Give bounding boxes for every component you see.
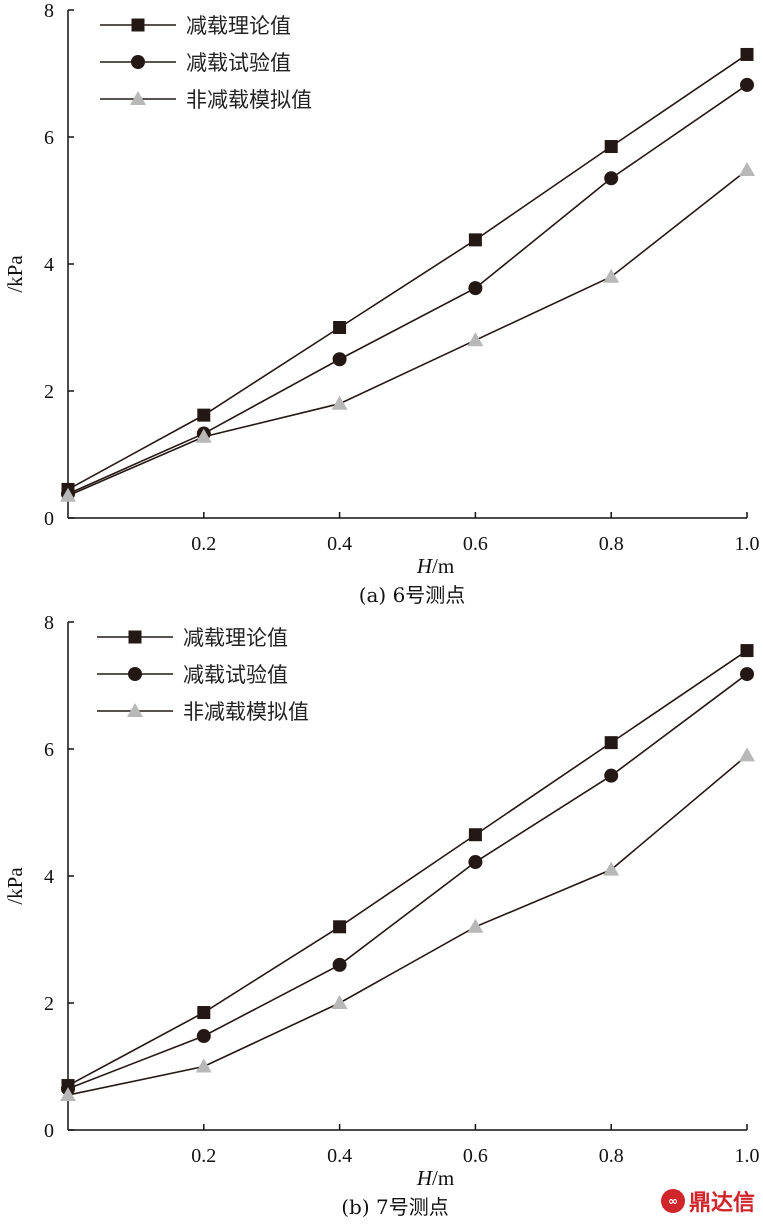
chart-b-legend-label-1: 减载试验值 — [183, 663, 288, 687]
chart-a-series-0-point — [604, 140, 618, 154]
chart-b-series-2-line — [67, 754, 748, 1096]
chart-a-series-0-line — [67, 53, 748, 491]
chart-b-series-2-point — [603, 861, 620, 876]
chart-a-y-tick-label: 6 — [44, 127, 54, 149]
chart-a-series-1-point — [604, 171, 619, 186]
chart-a-series-2-point — [739, 162, 755, 177]
chart-b-series-0-line — [67, 649, 748, 1087]
chart-b-series-1-line — [67, 673, 748, 1090]
watermark-text: 鼎达信 — [688, 1191, 755, 1216]
chart-b-caption: (b) 7号测点 — [341, 1195, 449, 1219]
chart-a-x-axis-label-var: H — [416, 554, 434, 578]
chart-b-series-1-point — [196, 1029, 211, 1044]
chart-a-series-2-point — [603, 268, 620, 283]
chart-b-y-tick-label: 4 — [44, 866, 54, 888]
chart-a-legend-label-1: 减载试验值 — [186, 51, 291, 75]
chart-a-y-tick-label: 4 — [44, 254, 54, 276]
chart-b-y-tick-label: 8 — [44, 612, 54, 634]
chart-a-series-0-point — [468, 233, 482, 247]
watermark-logo-icon: ∞ — [660, 1189, 685, 1213]
chart-a-x-tick-label: 0.6 — [463, 533, 488, 555]
chart-b: (b) 7号测点 0 2 4 6 8 0.2 0.4 0.6 0.8 1.0 H/m/kPa 减载理论… — [3, 612, 760, 1219]
chart-b-x-tick-label: 0.2 — [191, 1145, 216, 1167]
chart-b-y-tick-label: 2 — [44, 993, 54, 1015]
chart-a-series-1-point — [468, 281, 483, 296]
chart-b-series-0-point — [333, 920, 347, 934]
chart-a-series-2-point — [467, 332, 484, 347]
chart-a-series-0-point — [740, 47, 754, 61]
chart-a-x-tick-label: 0.8 — [599, 533, 624, 555]
chart-a-series-0-point — [333, 321, 347, 334]
chart-a-caption: (a) 6号测点 — [359, 583, 466, 607]
chart-a-series-1-line — [67, 84, 748, 495]
chart-b-series-1-point — [468, 855, 483, 870]
chart-a-legend-marker-1 — [131, 55, 145, 69]
chart-a-series-2-point — [195, 428, 212, 443]
chart-a-series-2-line — [67, 169, 748, 497]
chart-a-legend-marker-2 — [130, 91, 146, 105]
chart-a-y-tick-label: 0 — [44, 508, 54, 530]
chart-a-series-2-point — [60, 487, 76, 502]
chart-b-series-2-point — [60, 1087, 76, 1102]
chart-b-series-0-point — [468, 828, 482, 842]
chart-b-y-tick-label: 6 — [44, 739, 54, 761]
chart-a-y-axis-label: /kPa — [3, 255, 27, 293]
chart-a-x-tick-label: 1.0 — [735, 533, 760, 555]
chart-a-x-axis-label-unit: /m — [432, 554, 454, 578]
chart-a-legend-label-0: 减载理论值 — [186, 14, 291, 38]
chart-b-series-0-point — [740, 644, 754, 658]
chart-a-series-1-point — [740, 77, 754, 92]
chart-b-series-0-point — [197, 1006, 211, 1020]
chart-b-legend-marker-1 — [128, 667, 142, 681]
chart-a-x-axis-label: H/m — [416, 554, 454, 578]
chart-b-legend-label-0: 减载理论值 — [183, 626, 288, 650]
chart-a: (a) 6号测点 0 2 4 6 8 0.2 0.4 0.6 0.8 1.0 H/m/kPa 减载理论… — [3, 0, 760, 607]
chart-b-x-tick-label: 0.8 — [599, 1145, 624, 1167]
watermark: ∞ 鼎达信 — [660, 1185, 755, 1217]
chart-b-x-axis-label-unit: /m — [432, 1166, 454, 1190]
chart-a-x-tick-label: 0.2 — [191, 533, 216, 555]
chart-a-series-0-point — [197, 408, 211, 422]
chart-b-x-tick-label: 1.0 — [735, 1145, 760, 1167]
chart-b-legend-label-2: 非减载模拟值 — [183, 700, 309, 724]
chart-a-series-2-point — [331, 395, 348, 410]
chart-a-legend-marker-0 — [131, 18, 145, 32]
chart-a-y-tick-label: 8 — [44, 0, 54, 22]
chart-b-x-tick-label: 0.6 — [463, 1145, 488, 1167]
chart-b-series-2-point — [331, 995, 348, 1009]
chart-b-y-tick-label: 0 — [44, 1120, 54, 1142]
chart-b-x-tick-label: 0.4 — [327, 1145, 352, 1167]
chart-b-series-1-point — [332, 957, 347, 972]
chart-b-y-axis-label: /kPa — [3, 867, 27, 905]
chart-b-series-2-point — [195, 1058, 212, 1073]
chart-b-x-axis-label-var: H — [416, 1166, 434, 1190]
chart-b-series-0-point — [604, 736, 618, 750]
chart-b-x-axis-label: H/m — [416, 1166, 454, 1190]
chart-b-legend-marker-0 — [128, 630, 142, 644]
chart-b-series-2-point — [739, 747, 755, 762]
chart-b-series-1-point — [604, 768, 619, 783]
chart-a-x-tick-label: 0.4 — [327, 533, 352, 555]
chart-b-legend-marker-2 — [127, 703, 143, 717]
chart-b-series-2-point — [467, 918, 484, 933]
chart-a-legend-label-2: 非减载模拟值 — [186, 88, 312, 112]
chart-a-series-1-point — [332, 352, 347, 367]
chart-b-series-1-point — [740, 667, 754, 682]
chart-a-y-tick-label: 2 — [44, 381, 54, 403]
